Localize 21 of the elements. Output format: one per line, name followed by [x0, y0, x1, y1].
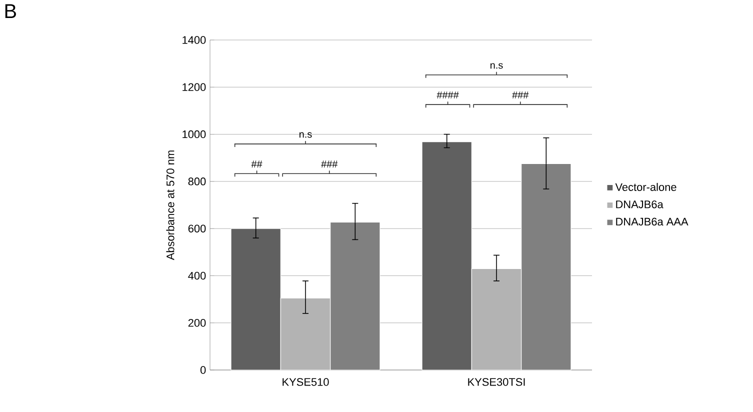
text: B — [5, 4, 16, 18]
y-tick-label: 400 — [188, 272, 206, 280]
y-tick-label: 800 — [188, 178, 206, 186]
y-tick-label: 200 — [188, 318, 206, 327]
y-tick-label: 1400 — [182, 36, 206, 44]
legend-label: DNAJB6a — [616, 200, 664, 208]
annotation: n.s — [300, 132, 312, 138]
y-tick-label: 0 — [200, 366, 206, 374]
legend-label: Vector-alone — [615, 182, 676, 191]
annotation: ### — [321, 160, 338, 168]
x-tick-label: KYSE30TSI — [468, 378, 525, 386]
annotation: #### — [436, 92, 459, 98]
annotation: ## — [251, 160, 262, 168]
annotation: n.s — [490, 63, 503, 69]
x-tick-label: KYSE510 — [282, 378, 329, 386]
y-tick-label: 1000 — [182, 130, 206, 138]
y-axis-title: Absorbance at 570 nm — [166, 150, 174, 260]
y-tick-label: 600 — [188, 224, 206, 232]
y-tick-label: 1200 — [182, 83, 206, 92]
legend-label: DNAJB6a AAA — [616, 218, 688, 226]
annotation: ### — [512, 92, 529, 98]
